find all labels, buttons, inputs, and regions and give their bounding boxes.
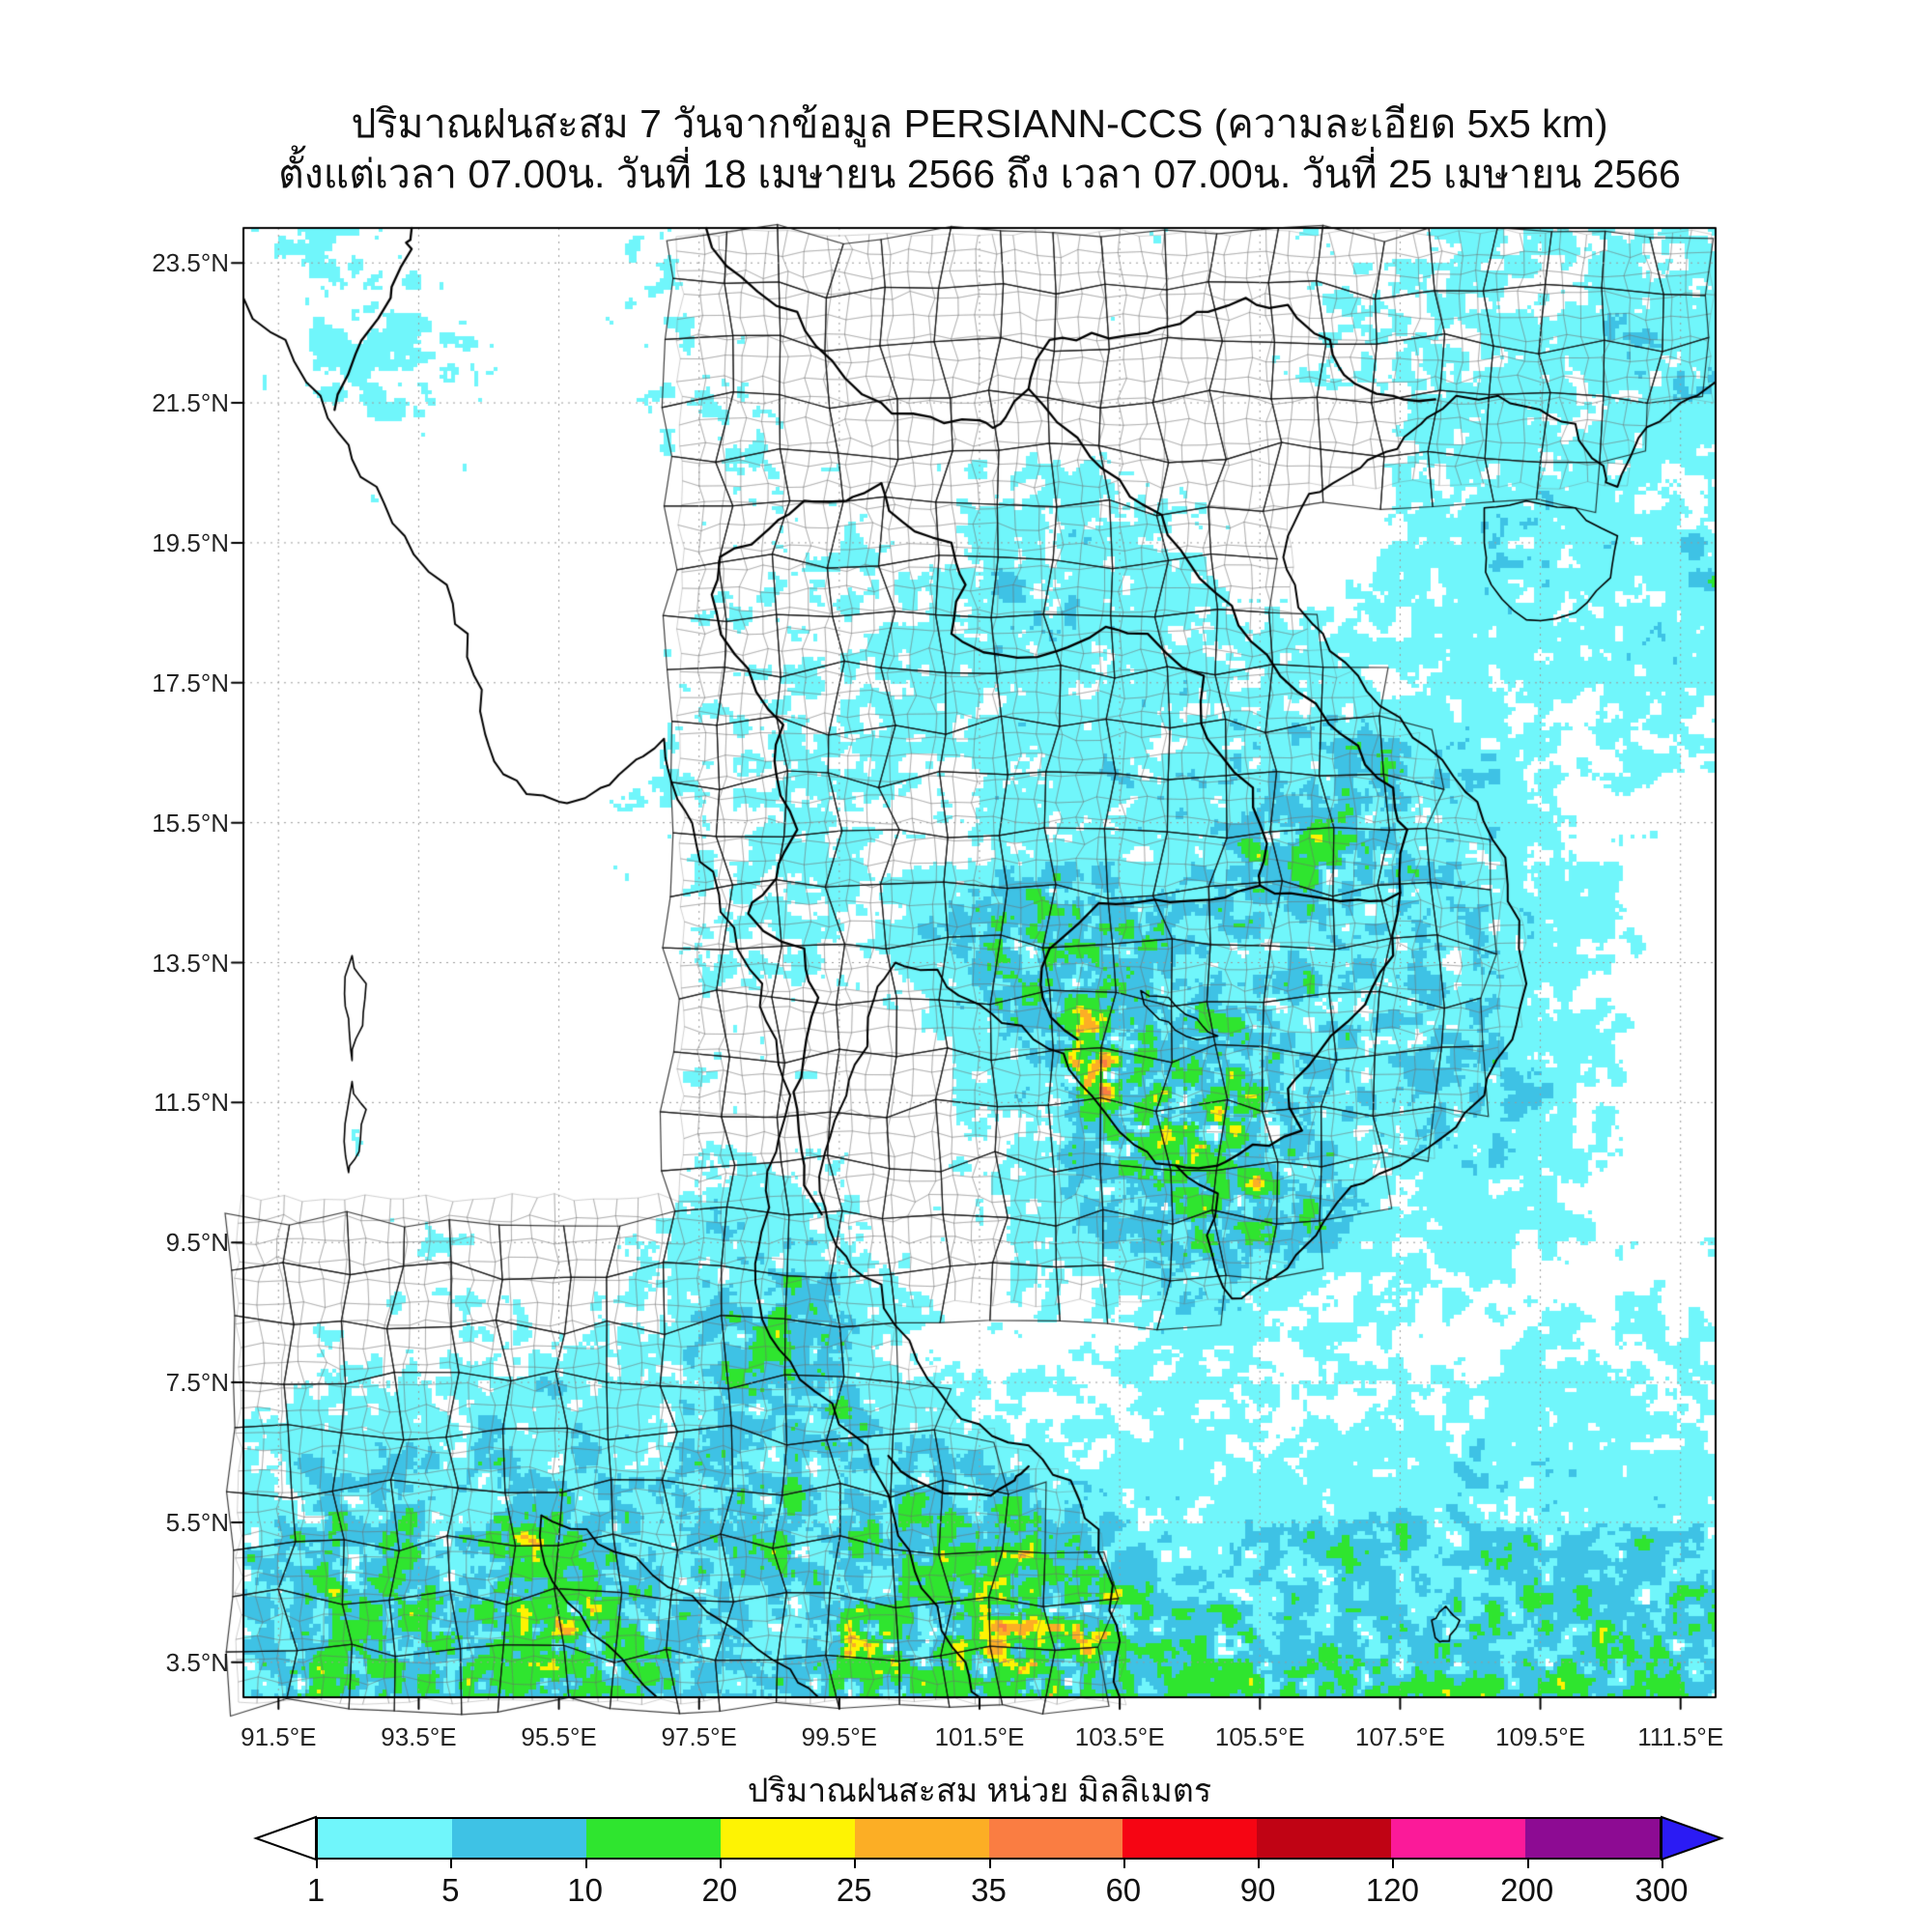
colorbar-tick-label: 25 <box>836 1872 872 1908</box>
colorbar-segment-10-20 <box>585 1819 721 1858</box>
colorbar-segment-200-300 <box>1525 1819 1661 1858</box>
colorbar <box>316 1817 1662 1860</box>
colorbar-tick <box>1392 1860 1395 1868</box>
lon-tick-label: 111.5°E <box>1637 1722 1724 1751</box>
lon-tick-label: 93.5°E <box>381 1722 457 1751</box>
lat-tick-label: 23.5°N <box>152 248 229 278</box>
colorbar-tick <box>854 1860 857 1868</box>
colorbar-segment-20-25 <box>720 1819 855 1858</box>
lon-tick-label: 91.5°E <box>241 1722 317 1751</box>
colorbar-title: ปริมาณฝนสะสม หน่วย มิลลิเมตร <box>747 1773 1212 1809</box>
colorbar-segment-90-120 <box>1257 1819 1392 1858</box>
lon-tick-label: 103.5°E <box>1074 1722 1165 1751</box>
colorbar-tick <box>1122 1860 1125 1868</box>
lat-tick-label: 7.5°N <box>165 1368 229 1398</box>
lon-tick-label: 99.5°E <box>801 1722 878 1751</box>
lon-tick-label: 109.5°E <box>1495 1722 1585 1751</box>
colorbar-tick <box>450 1860 453 1868</box>
colorbar-segment-35-60 <box>988 1819 1123 1858</box>
colorbar-segment-1-5 <box>318 1819 452 1858</box>
lon-tick-label: 101.5°E <box>934 1722 1025 1751</box>
colorbar-segment-5-10 <box>451 1819 586 1858</box>
colorbar-tick-label: 20 <box>701 1872 738 1908</box>
colorbar-tick-label: 120 <box>1365 1872 1419 1908</box>
colorbar-tick-label: 60 <box>1105 1872 1142 1908</box>
colorbar-tick-label: 1 <box>306 1872 326 1908</box>
lon-tick-label: 107.5°E <box>1355 1722 1445 1751</box>
lat-tick-label: 15.5°N <box>152 808 229 838</box>
lat-tick-label: 13.5°N <box>152 948 229 978</box>
colorbar-segment-60-90 <box>1122 1819 1258 1858</box>
lat-tick-label: 11.5°N <box>154 1088 229 1118</box>
colorbar-under-arrow <box>253 1815 317 1861</box>
colorbar-tick-label: 5 <box>441 1872 460 1908</box>
colorbar-segment-120-200 <box>1391 1819 1526 1858</box>
colorbar-tick <box>988 1860 991 1868</box>
colorbar-tick-label: 200 <box>1500 1872 1554 1908</box>
lat-tick-label: 5.5°N <box>165 1507 229 1537</box>
colorbar-tick-label: 300 <box>1634 1872 1689 1908</box>
colorbar-over-arrow <box>1661 1815 1724 1861</box>
colorbar-tick <box>1258 1860 1261 1868</box>
lat-tick-label: 9.5°N <box>165 1228 229 1258</box>
colorbar-segment-25-35 <box>854 1819 989 1858</box>
colorbar-tick <box>1526 1860 1529 1868</box>
colorbar-tick-label: 35 <box>971 1872 1007 1908</box>
colorbar-tick <box>316 1860 318 1868</box>
lon-tick-label: 97.5°E <box>661 1722 737 1751</box>
colorbar-tick <box>584 1860 587 1868</box>
lon-tick-label: 105.5°E <box>1214 1722 1305 1751</box>
lat-tick-label: 19.5°N <box>152 527 229 557</box>
lat-tick-label: 3.5°N <box>165 1647 229 1677</box>
colorbar-tick-label: 90 <box>1239 1872 1276 1908</box>
lat-tick-label: 21.5°N <box>152 388 229 418</box>
colorbar-tick-label: 10 <box>567 1872 603 1908</box>
colorbar-tick <box>719 1860 722 1868</box>
lat-tick-label: 17.5°N <box>152 668 229 697</box>
lon-tick-label: 95.5°E <box>521 1722 597 1751</box>
colorbar-tick <box>1662 1860 1663 1868</box>
